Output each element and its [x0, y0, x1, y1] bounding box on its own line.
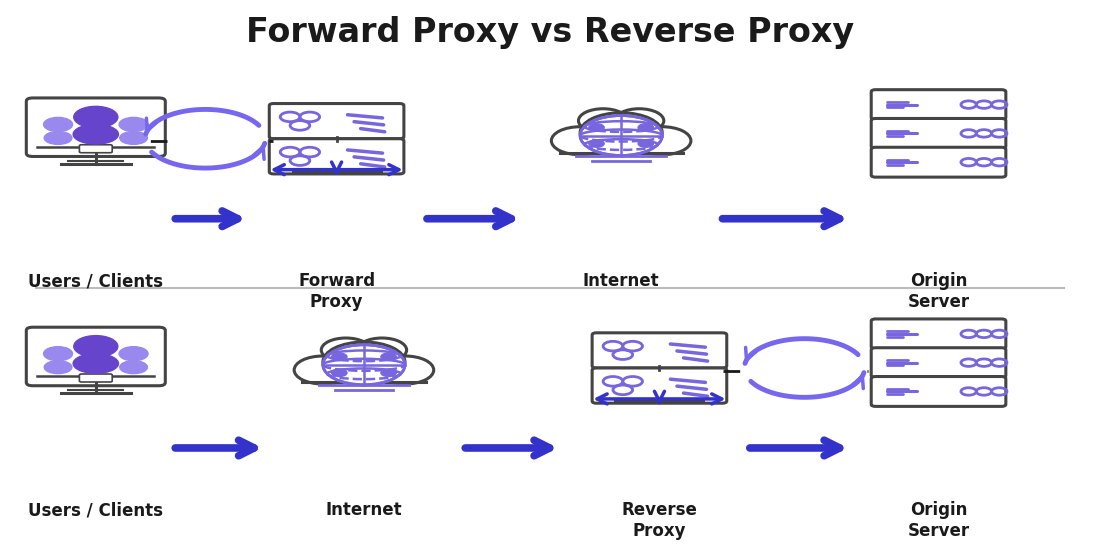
FancyBboxPatch shape — [592, 368, 727, 403]
FancyBboxPatch shape — [871, 319, 1005, 349]
FancyBboxPatch shape — [871, 118, 1005, 148]
Text: Internet: Internet — [326, 501, 403, 519]
Ellipse shape — [44, 361, 72, 373]
FancyBboxPatch shape — [79, 374, 112, 382]
FancyBboxPatch shape — [871, 377, 1005, 406]
Circle shape — [119, 346, 148, 361]
Circle shape — [588, 140, 604, 147]
Circle shape — [615, 109, 663, 133]
Text: Origin
Server: Origin Server — [908, 272, 969, 311]
Ellipse shape — [120, 361, 147, 373]
Circle shape — [286, 362, 327, 382]
Circle shape — [638, 124, 653, 131]
Circle shape — [381, 353, 396, 361]
Circle shape — [543, 133, 584, 153]
Circle shape — [580, 116, 662, 156]
Ellipse shape — [120, 131, 147, 144]
FancyBboxPatch shape — [270, 139, 404, 174]
FancyBboxPatch shape — [270, 103, 404, 139]
Circle shape — [588, 124, 604, 131]
FancyBboxPatch shape — [871, 90, 1005, 119]
Circle shape — [358, 338, 407, 362]
Text: Internet: Internet — [583, 272, 660, 290]
FancyBboxPatch shape — [26, 98, 165, 156]
Circle shape — [323, 342, 405, 382]
Text: Forward
Proxy: Forward Proxy — [298, 272, 375, 311]
Circle shape — [323, 345, 405, 385]
Text: Origin
Server: Origin Server — [908, 501, 969, 540]
Circle shape — [44, 346, 73, 361]
Ellipse shape — [44, 131, 72, 144]
FancyBboxPatch shape — [592, 333, 727, 368]
Circle shape — [634, 126, 691, 155]
Circle shape — [332, 369, 346, 377]
Circle shape — [638, 140, 653, 147]
FancyBboxPatch shape — [26, 327, 165, 386]
Circle shape — [294, 356, 352, 384]
Circle shape — [332, 353, 346, 361]
Circle shape — [119, 117, 148, 131]
FancyBboxPatch shape — [871, 348, 1005, 378]
Circle shape — [381, 369, 396, 377]
Text: Forward Proxy vs Reverse Proxy: Forward Proxy vs Reverse Proxy — [246, 16, 854, 49]
Circle shape — [44, 117, 73, 131]
Text: Users / Clients: Users / Clients — [29, 272, 163, 290]
FancyBboxPatch shape — [871, 147, 1005, 177]
Circle shape — [580, 113, 662, 153]
Ellipse shape — [74, 124, 119, 144]
Text: Reverse
Proxy: Reverse Proxy — [621, 501, 697, 540]
Circle shape — [579, 109, 628, 133]
Circle shape — [551, 126, 608, 155]
Ellipse shape — [74, 354, 119, 373]
Circle shape — [400, 362, 442, 382]
Circle shape — [321, 338, 371, 362]
FancyBboxPatch shape — [79, 145, 112, 153]
Circle shape — [658, 133, 700, 153]
Text: Users / Clients: Users / Clients — [29, 501, 163, 519]
Circle shape — [74, 106, 118, 128]
Circle shape — [74, 336, 118, 357]
Circle shape — [376, 356, 433, 384]
